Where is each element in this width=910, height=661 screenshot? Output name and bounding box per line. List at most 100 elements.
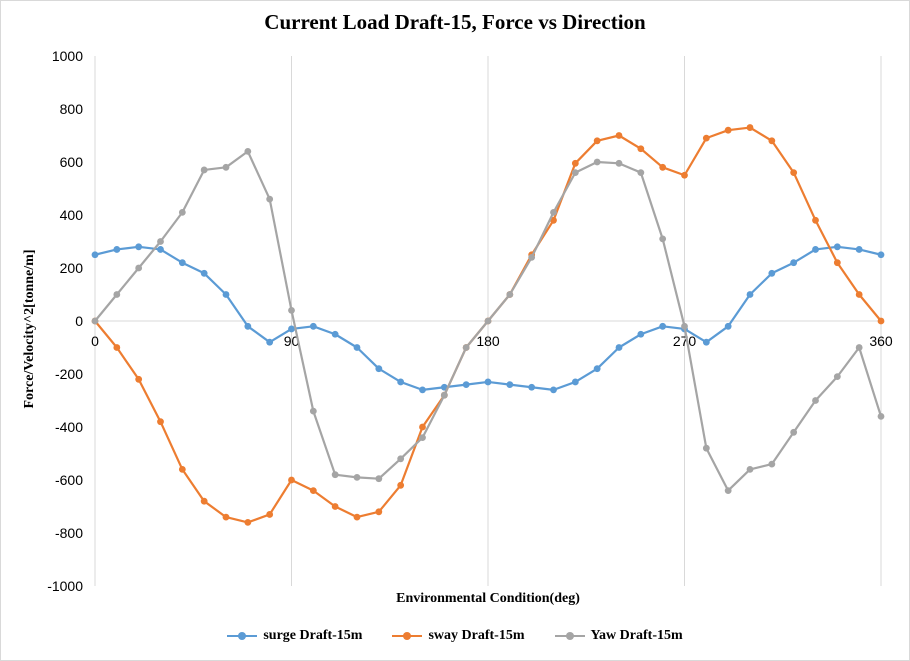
data-point	[113, 291, 121, 298]
legend-item-sway: sway Draft-15m	[392, 628, 525, 644]
x-tick-label: 90	[284, 333, 300, 349]
data-point	[375, 475, 383, 483]
data-point	[266, 511, 274, 518]
data-point	[91, 317, 99, 325]
data-point	[768, 269, 776, 277]
y-tick-label: 800	[60, 101, 84, 117]
data-point	[506, 381, 514, 388]
y-tick-label: 1000	[52, 48, 83, 64]
data-point	[812, 397, 819, 404]
data-point	[135, 375, 143, 383]
data-point	[222, 163, 230, 171]
x-tick-label: 360	[869, 333, 893, 349]
data-point	[855, 246, 863, 253]
data-point	[833, 243, 841, 251]
data-point	[702, 338, 710, 346]
data-point	[309, 487, 317, 494]
data-point	[812, 246, 819, 253]
y-tick-label: 0	[75, 313, 83, 329]
data-point	[593, 365, 601, 373]
data-point	[877, 317, 885, 325]
legend-label-yaw: Yaw Draft-15m	[590, 628, 683, 643]
data-point	[200, 269, 208, 277]
data-point	[615, 159, 623, 167]
data-point	[331, 471, 339, 479]
data-point	[157, 418, 164, 426]
data-point	[724, 126, 732, 134]
series-group	[91, 124, 885, 526]
data-point	[331, 503, 339, 510]
data-point	[659, 235, 667, 243]
data-point	[244, 322, 252, 330]
data-point	[746, 466, 754, 473]
data-point	[419, 434, 426, 441]
data-point	[200, 497, 208, 505]
data-point	[375, 365, 383, 373]
data-point	[659, 322, 667, 330]
data-point	[746, 291, 754, 298]
y-tick-label: -200	[55, 366, 83, 382]
data-point	[724, 322, 732, 330]
data-point	[528, 383, 536, 391]
data-point	[200, 166, 208, 174]
data-point	[353, 473, 361, 481]
data-point	[550, 386, 557, 394]
series-0	[91, 243, 885, 394]
data-point	[331, 330, 339, 338]
data-point	[833, 259, 841, 267]
data-point	[484, 317, 492, 325]
data-point	[353, 344, 361, 351]
data-point	[702, 134, 710, 142]
data-point	[178, 208, 186, 216]
data-point	[550, 216, 557, 224]
series-2	[91, 148, 885, 494]
data-point	[528, 254, 536, 261]
y-tick-label: -1000	[47, 578, 83, 594]
data-point	[746, 124, 754, 131]
legend-swatch-surge	[227, 630, 258, 642]
data-point	[790, 259, 798, 267]
data-point	[615, 344, 623, 351]
legend-swatch-yaw	[554, 630, 585, 642]
data-point	[419, 423, 426, 431]
data-point	[178, 259, 186, 267]
y-tick-label: 600	[60, 154, 84, 170]
legend-label-surge: surge Draft-15m	[263, 628, 363, 643]
x-tick-label: 0	[91, 333, 99, 349]
data-point	[135, 264, 143, 272]
data-point	[91, 251, 99, 259]
legend-item-surge: surge Draft-15m	[227, 628, 362, 644]
data-point	[571, 169, 579, 177]
data-point	[855, 291, 863, 298]
data-point	[157, 238, 164, 245]
data-point	[309, 322, 317, 330]
data-point	[288, 325, 295, 333]
data-point	[222, 291, 230, 298]
y-tick-label: -400	[55, 419, 83, 435]
data-point	[222, 513, 230, 521]
data-point	[790, 169, 798, 177]
data-point	[855, 344, 863, 351]
data-point	[615, 132, 623, 139]
data-point	[266, 338, 274, 346]
tick-labels: 1000 800 600 400 200 0 -200 -400 -600 -800 -1000 0 9…	[47, 48, 893, 594]
data-point	[768, 137, 776, 145]
data-point	[462, 381, 470, 388]
data-point	[244, 519, 252, 526]
data-point	[462, 344, 470, 351]
data-point	[550, 208, 557, 216]
data-point	[637, 145, 645, 153]
data-point	[397, 455, 405, 463]
legend-item-yaw: Yaw Draft-15m	[554, 628, 683, 644]
data-point	[113, 246, 121, 253]
data-point	[768, 460, 776, 468]
x-tick-label: 270	[673, 333, 697, 349]
data-point	[681, 322, 688, 330]
y-tick-label: 200	[60, 260, 84, 276]
x-tick-label: 180	[476, 333, 500, 349]
chart-title: Current Load Draft-15, Force vs Directio…	[264, 10, 646, 34]
data-point	[659, 163, 667, 171]
y-tick-label: -600	[55, 472, 83, 488]
data-point	[877, 251, 885, 259]
